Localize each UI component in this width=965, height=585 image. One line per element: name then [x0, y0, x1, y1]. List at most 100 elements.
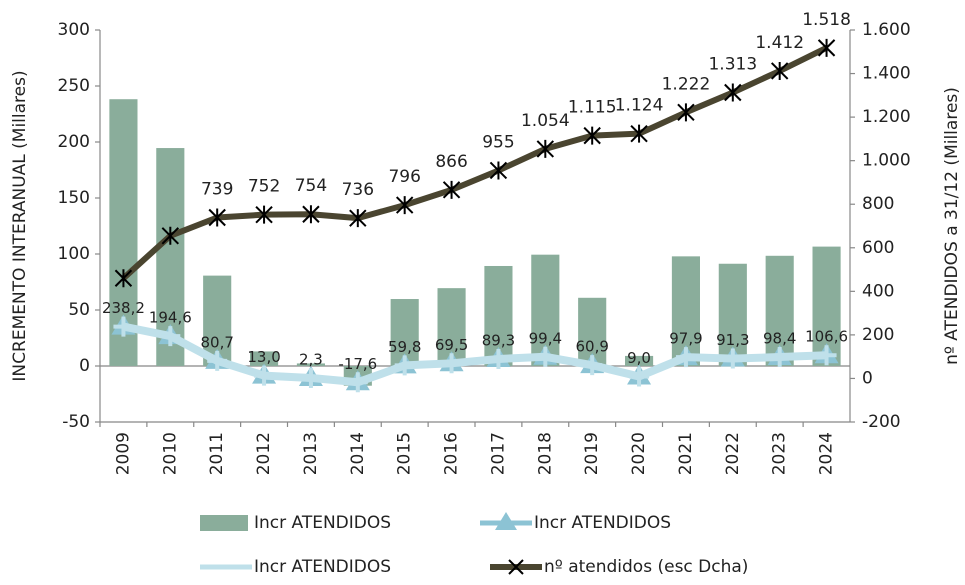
data-label: 97,9 [669, 330, 702, 348]
data-label: 238,2 [102, 299, 145, 317]
marker [254, 365, 275, 386]
marker [816, 345, 837, 366]
data-label: 80,7 [200, 333, 233, 351]
data-label: 1.412 [755, 33, 804, 53]
y-tick-label: 300 [58, 20, 90, 40]
marker [207, 350, 228, 371]
legend-marker [508, 559, 524, 575]
y2-tick-label: 800 [862, 194, 894, 214]
data-label: 89,3 [482, 331, 515, 349]
bar [625, 355, 654, 366]
data-label: 736 [342, 180, 374, 200]
y2-axis-title: nº ATENDIDOS a 31/12 (Millares) [942, 87, 962, 365]
marker [489, 161, 508, 180]
marker [160, 326, 181, 347]
x-tick-label: 2009 [113, 432, 133, 475]
x-tick-label: 2018 [535, 432, 555, 475]
y2-tick-label: 600 [862, 238, 894, 258]
x-tick-label: 2012 [254, 432, 274, 475]
marker [769, 347, 790, 368]
marker [488, 348, 509, 369]
marker [722, 348, 743, 369]
marker [395, 196, 414, 215]
marker [770, 61, 789, 80]
y-axis-title: INCREMENTO INTERANUAL (Millares) [10, 70, 30, 381]
y2-tick-label: 400 [862, 281, 894, 301]
data-label: 13,0 [247, 348, 280, 366]
data-label: 866 [435, 152, 467, 172]
x-tick-label: 2011 [207, 432, 227, 475]
series-line [122, 322, 827, 387]
series-line [121, 45, 828, 281]
x-tick-label: 2022 [723, 432, 743, 475]
data-label: 106,6 [805, 328, 848, 346]
marker [630, 124, 648, 143]
y2-tick-label: 1.600 [862, 20, 911, 40]
data-label: 739 [201, 180, 233, 200]
y-tick-label: 0 [79, 356, 90, 376]
y-tick-label: 250 [58, 76, 90, 96]
marker [349, 209, 367, 228]
x-tick-label: 2013 [301, 432, 321, 475]
marker [677, 103, 695, 122]
marker [300, 367, 321, 388]
y2-tick-label: 0 [862, 368, 873, 388]
y2-tick-label: 1.000 [862, 151, 911, 171]
y-tick-label: 150 [58, 188, 90, 208]
marker [536, 139, 555, 158]
marker [255, 205, 273, 224]
marker [583, 126, 601, 145]
marker [208, 208, 226, 227]
x-tick-label: 2014 [348, 432, 368, 475]
marker [394, 355, 415, 376]
marker [675, 347, 696, 368]
y2-tick-label: 200 [862, 325, 894, 345]
data-label: -17,6 [338, 355, 377, 373]
data-label: 99,4 [529, 329, 562, 347]
marker [629, 366, 650, 387]
x-tick-label: 2021 [676, 432, 696, 475]
x-tick-label: 2024 [817, 432, 837, 475]
legend-label: Incr ATENDIDOS [534, 513, 671, 533]
x-tick-label: 2019 [582, 432, 602, 475]
data-label: 60,9 [575, 338, 608, 356]
marker [442, 180, 461, 199]
x-tick-label: 2015 [395, 432, 415, 475]
marker [114, 269, 133, 288]
data-label: 1.115 [568, 98, 617, 118]
marker [817, 38, 836, 57]
data-label: 752 [248, 177, 280, 197]
marker [161, 226, 180, 245]
legend-swatch [200, 515, 248, 531]
legend-marker [495, 512, 517, 530]
x-tick-label: 2023 [770, 432, 790, 475]
y-tick-label: -50 [62, 412, 90, 432]
bar [296, 363, 325, 366]
legend-label: Incr ATENDIDOS [254, 513, 391, 533]
marker [582, 355, 603, 376]
y-tick-label: 50 [68, 300, 90, 320]
y-tick-label: 100 [58, 244, 90, 264]
data-label: 955 [482, 132, 514, 152]
x-tick-label: 2020 [629, 432, 649, 475]
marker [347, 372, 368, 393]
data-label: 194,6 [149, 309, 192, 327]
x-tick-label: 2010 [160, 432, 180, 475]
data-label: 1.518 [802, 10, 851, 30]
legend-label: Incr ATENDIDOS [254, 557, 391, 577]
bar [250, 351, 279, 366]
data-label: 796 [388, 167, 420, 187]
data-label: 69,5 [435, 336, 468, 354]
data-label: 59,8 [388, 338, 421, 356]
data-label: 2,3 [299, 350, 323, 368]
y2-tick-label: 1.200 [862, 107, 911, 127]
data-label: 1.124 [615, 96, 664, 116]
x-tick-label: 2017 [488, 432, 508, 475]
y-tick-label: 200 [58, 132, 90, 152]
y2-tick-label: -200 [862, 412, 901, 432]
data-label: 1.313 [708, 55, 757, 75]
marker [724, 83, 742, 102]
data-label: 91,3 [716, 331, 749, 349]
marker [441, 353, 462, 374]
